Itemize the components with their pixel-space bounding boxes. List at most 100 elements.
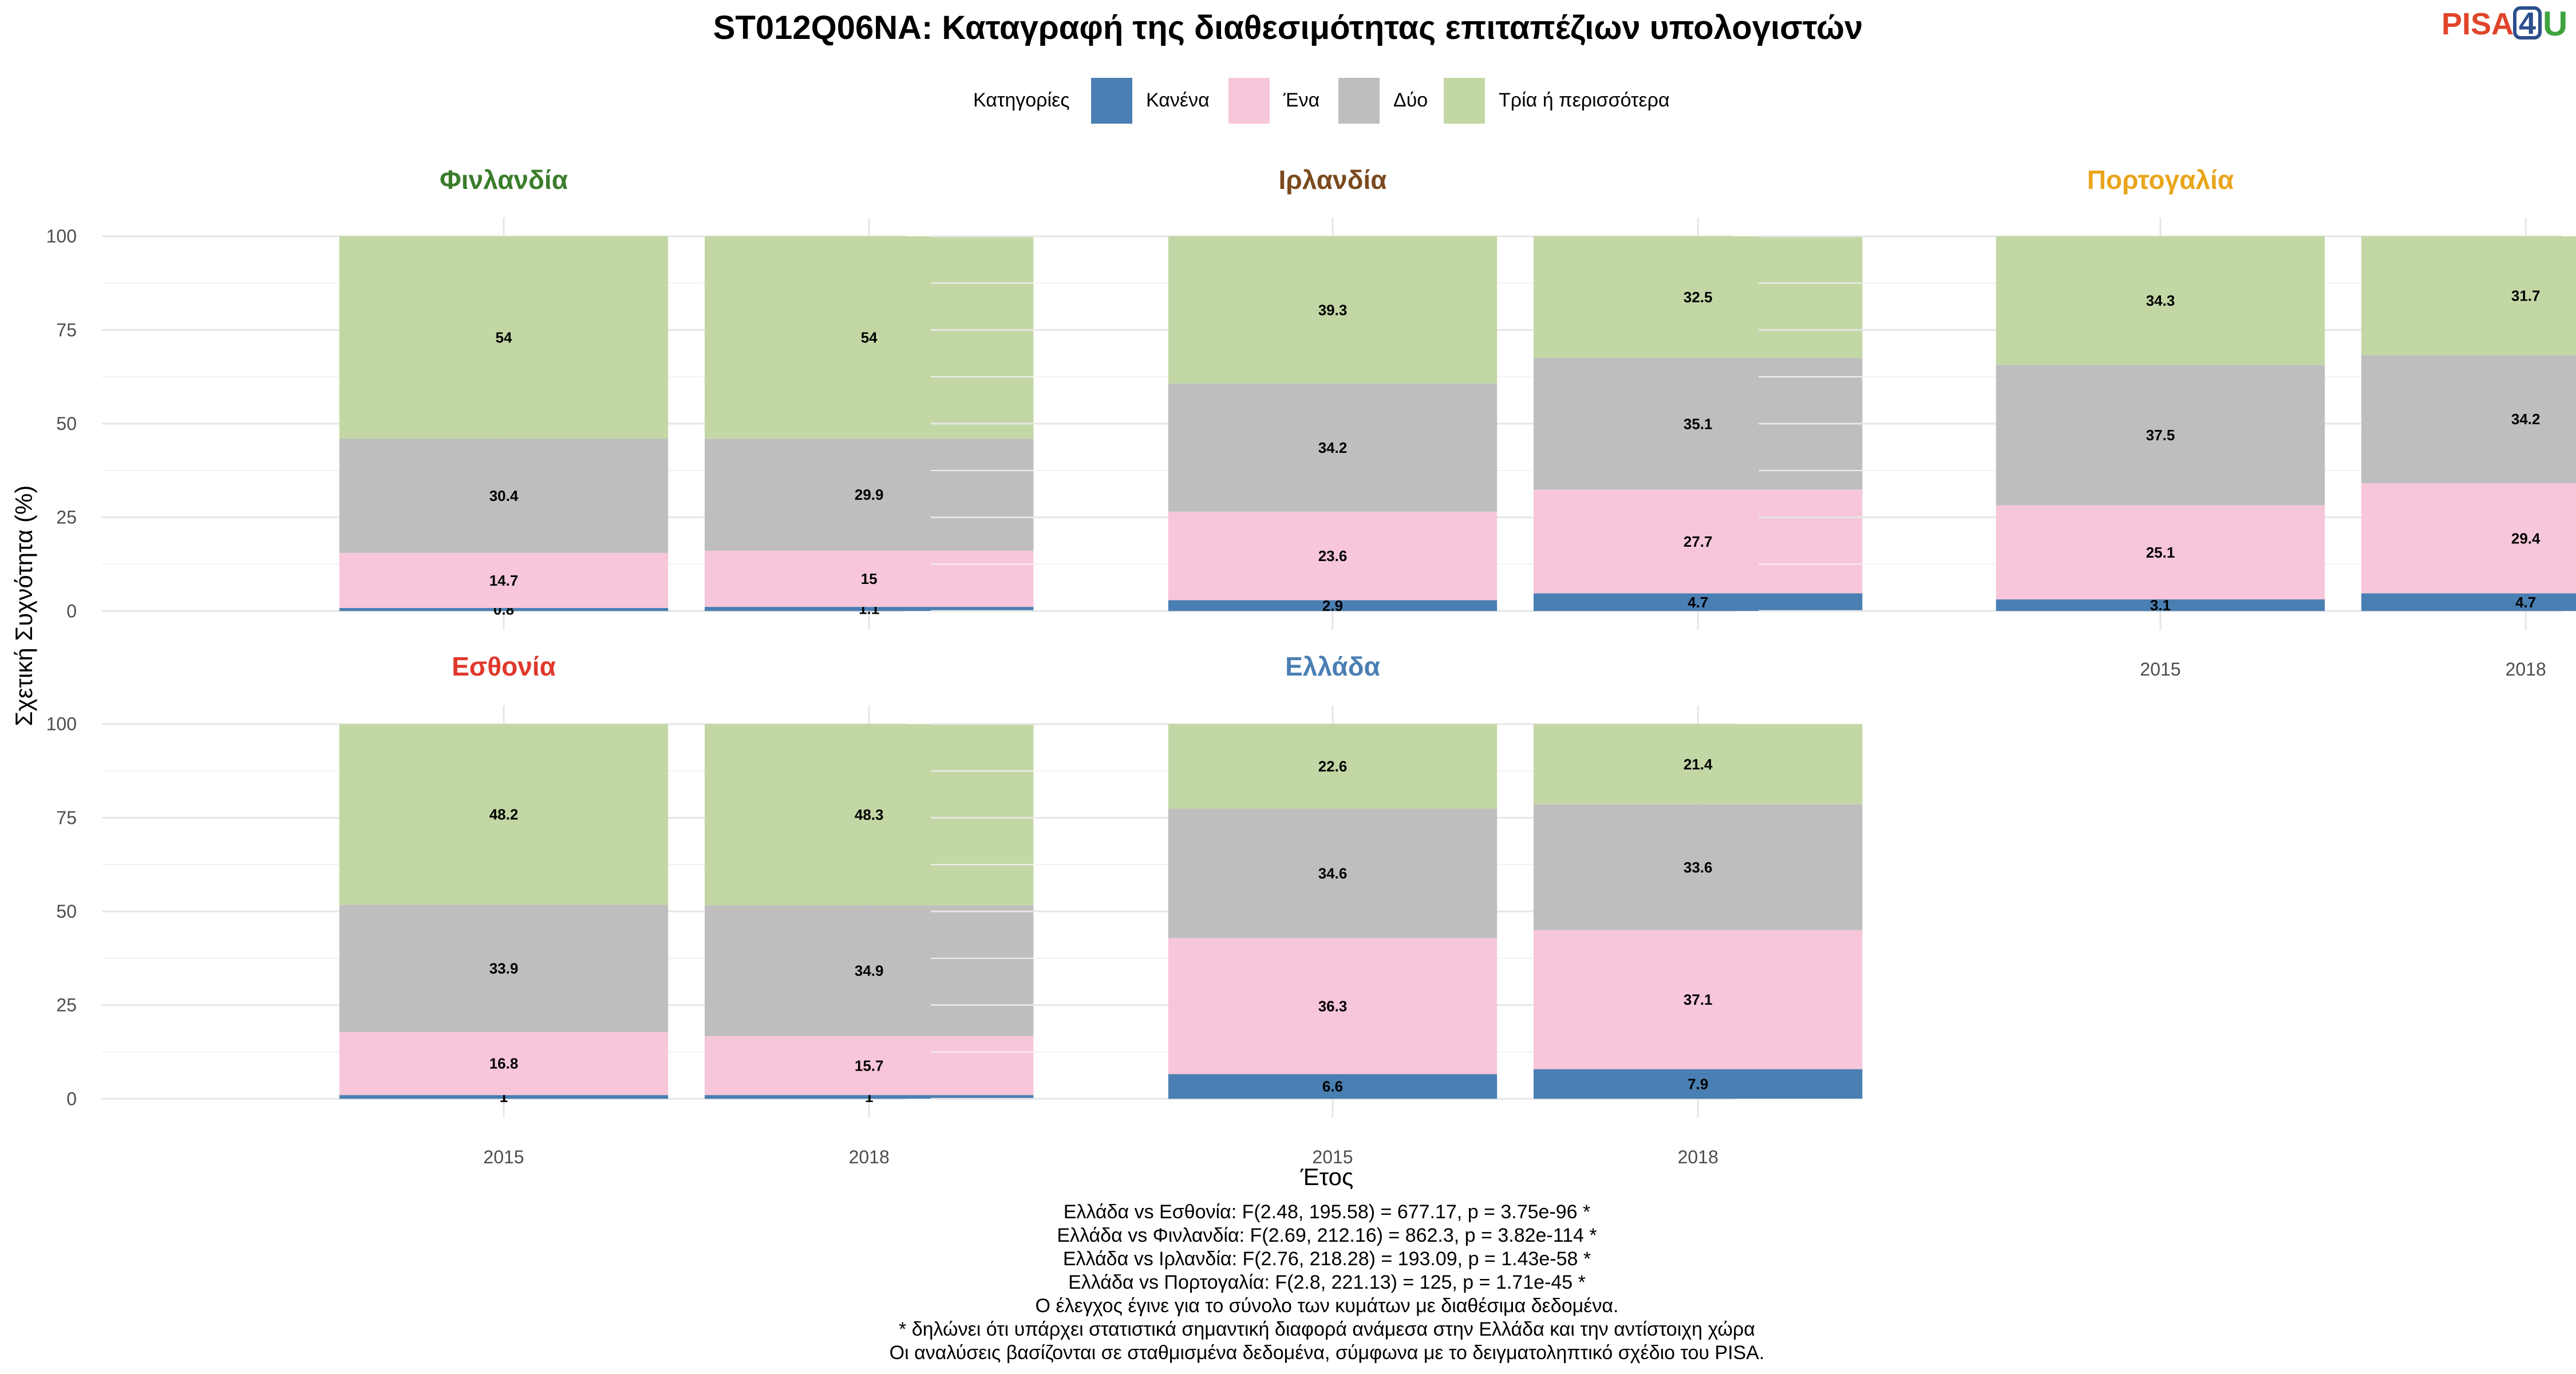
bar-segment (1534, 724, 1863, 804)
bar-segment (1534, 593, 1863, 611)
data-label: 30.4 (489, 487, 519, 504)
data-label: 3.1 (2150, 597, 2171, 614)
facet-panel-πορτογαλία: Πορτογαλία 3.1 25.1 37.5 34.3 2015 4.7 29.4 34.2… (1759, 165, 2576, 680)
x-tick-label: 2015 (1312, 1147, 1353, 1167)
logo-text-u: U (2543, 5, 2567, 43)
facet-title: Ελλάδα (1285, 652, 1380, 681)
y-tick-label: 100 (46, 226, 77, 247)
data-label: 36.3 (1318, 997, 1348, 1014)
data-label: 48.2 (489, 806, 519, 823)
bar-segment (339, 552, 669, 609)
bar-segment (1534, 1069, 1863, 1099)
y-tick-label: 25 (56, 995, 77, 1016)
caption-line: * δηλώνει ότι υπάρχει στατιστικά σημαντι… (899, 1318, 1755, 1340)
bar-segment (1168, 511, 1498, 601)
data-label: 34.2 (1318, 439, 1348, 456)
data-label: 32.5 (1684, 289, 1713, 306)
data-label: 33.9 (489, 960, 519, 977)
legend-label: Κανένα (1146, 89, 1210, 111)
legend-key (1444, 78, 1485, 124)
legend-key (1091, 78, 1132, 124)
bar-segment (705, 905, 1034, 1036)
bar-segment (1534, 930, 1863, 1069)
data-label: 15.7 (855, 1057, 884, 1074)
x-tick-label: 2018 (1678, 1147, 1718, 1167)
bar-segment (1996, 365, 2325, 506)
data-label: 35.1 (1684, 415, 1713, 432)
data-label: 22.6 (1318, 758, 1348, 775)
bar-segment (1168, 600, 1498, 611)
caption-line: Ελλάδα vs Ιρλανδία: F(2.76, 218.28) = 19… (1063, 1248, 1591, 1270)
bar-segment (1168, 724, 1498, 809)
bar-segment (339, 439, 669, 553)
logo-text-4: 4 (2519, 6, 2536, 41)
data-label: 54 (496, 329, 512, 346)
bar-segment (1996, 505, 2325, 599)
bar-segment (705, 439, 1034, 551)
facet-title: Πορτογαλία (2087, 165, 2234, 195)
bar-segment (1168, 808, 1498, 938)
logo-box (2513, 6, 2542, 40)
data-label: 33.6 (1684, 859, 1713, 876)
bar-segment (1534, 489, 1863, 594)
bar-segment (339, 905, 669, 1032)
bar-segment (2361, 483, 2576, 594)
bar-segment (339, 724, 669, 905)
caption-line: Ελλάδα vs Πορτογαλία: F(2.8, 221.13) = 1… (1068, 1272, 1586, 1293)
data-label: 37.5 (2146, 427, 2175, 444)
x-tick-label: 2015 (483, 1147, 524, 1167)
legend-label: Τρία ή περισσότερα (1499, 89, 1670, 111)
caption: Ελλάδα vs Εσθονία: F(2.48, 195.58) = 677… (890, 1201, 1765, 1364)
y-tick-label: 75 (56, 807, 77, 828)
pisa4u-logo: PISA 4 U (2441, 5, 2567, 43)
legend-item: Τρία ή περισσότερα (1444, 78, 1670, 124)
data-label: 27.7 (1684, 533, 1713, 550)
data-label: 29.4 (2511, 530, 2541, 547)
data-label: 48.3 (855, 806, 884, 823)
facet-panel-φινλανδία: Φινλανδία02550751000.814.730.4541.11529.… (46, 165, 1034, 630)
facet-panels: Φινλανδία02550751000.814.730.4541.11529.… (46, 165, 2576, 1167)
legend-item: Κανένα (1091, 78, 1210, 124)
data-label: 25.1 (2146, 544, 2175, 561)
y-tick-label: 50 (56, 901, 77, 922)
bar-segment (1996, 599, 2325, 611)
data-label: 31.7 (2511, 287, 2541, 304)
legend-item: Ένα (1228, 78, 1319, 124)
bar-segment (705, 550, 1034, 607)
caption-line: Ελλάδα vs Εσθονία: F(2.48, 195.58) = 677… (1064, 1201, 1591, 1223)
bar-segment (705, 607, 1034, 611)
x-tick-label: 2018 (2506, 659, 2546, 680)
bar-segment (1168, 236, 1498, 384)
bar-segment (705, 1036, 1034, 1095)
data-label: 29.9 (855, 486, 884, 503)
data-label: 34.3 (2146, 292, 2175, 309)
facet-panel-ελλάδα: Ελλάδα 6.6 36.3 34.6 22.6 2015 7.9 37.1 33.6 21.4… (931, 652, 1863, 1167)
bar-segment (1996, 236, 2325, 365)
legend-item: Δύο (1338, 78, 1428, 124)
bar-segment (1168, 383, 1498, 512)
data-label: 21.4 (1684, 756, 1713, 773)
x-tick-label: 2018 (849, 1147, 890, 1167)
data-label: 34.9 (855, 962, 884, 980)
y-tick-label: 50 (56, 413, 77, 434)
chart-title: ST012Q06NA: Καταγραφή της διαθεσιμότητας… (713, 9, 1863, 46)
caption-line: Ελλάδα vs Φινλανδία: F(2.69, 212.16) = 8… (1057, 1225, 1597, 1246)
data-label: 54 (861, 329, 878, 346)
y-tick-label: 75 (56, 319, 77, 340)
bar-segment (2361, 593, 2576, 611)
legend-key (1228, 78, 1270, 124)
data-label: 34.2 (2511, 410, 2541, 428)
x-axis-title: Έτος (1300, 1163, 1354, 1190)
data-label: 37.1 (1684, 991, 1713, 1008)
logo-text-pisa: PISA (2441, 7, 2514, 41)
data-label: 23.6 (1318, 547, 1348, 564)
y-axis-title: Σχετική Συχνότητα (%) (10, 485, 37, 727)
legend-key (1338, 78, 1380, 124)
y-tick-label: 0 (66, 601, 77, 621)
data-label: 4.7 (2515, 594, 2536, 611)
legend-label: Δύο (1393, 89, 1428, 111)
bar-segment (705, 236, 1034, 439)
caption-line: Οι αναλύσεις βασίζονται σε σταθμισμένα δ… (890, 1342, 1765, 1364)
